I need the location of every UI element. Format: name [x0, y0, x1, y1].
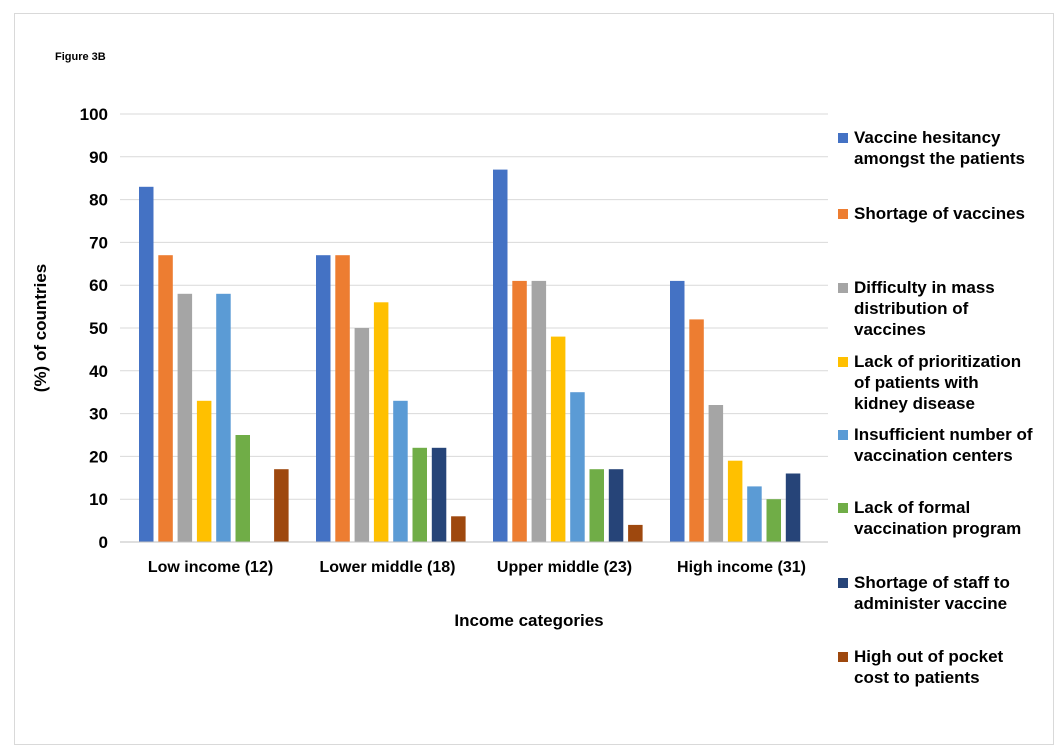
- bar: [451, 516, 466, 542]
- x-category-label: Low income (12): [148, 559, 273, 576]
- legend-swatch: [838, 357, 848, 367]
- y-tick-label: 70: [89, 233, 108, 252]
- bar: [689, 319, 704, 542]
- bar: [531, 280, 547, 542]
- bar: [235, 435, 250, 542]
- legend-label: High out of pocket cost to patients: [854, 647, 1004, 687]
- bar: [512, 280, 527, 542]
- x-category-label: Upper middle (23): [497, 559, 632, 576]
- bar: [727, 460, 743, 542]
- legend-swatch: [838, 209, 848, 219]
- bar: [216, 293, 231, 542]
- legend-swatch: [838, 430, 848, 440]
- gridlines: [120, 113, 828, 500]
- legend-label: Shortage of vaccines: [854, 204, 1026, 223]
- y-tick-label: 100: [80, 105, 108, 124]
- bar: [354, 328, 370, 542]
- y-tick-label: 10: [89, 490, 108, 509]
- y-tick-label: 0: [99, 533, 108, 552]
- y-tick-label: 20: [89, 447, 108, 466]
- chart-frame: [14, 13, 1054, 745]
- bar: [747, 486, 762, 542]
- bar: [570, 392, 585, 542]
- bar: [766, 499, 781, 542]
- axes: 0 10 20 30 40 50 60 70 80 90 100 Low income (12) Low…: [80, 105, 828, 576]
- bar: [177, 293, 193, 542]
- y-tick-label: 60: [89, 276, 108, 295]
- bar: [785, 473, 801, 542]
- legend-label: Difficulty in mass distribution of vacci…: [854, 278, 995, 339]
- legend-label: Insufficient number of vaccination cente…: [854, 425, 1033, 465]
- legend-label: Shortage of staff to administer vaccine: [854, 573, 1010, 613]
- bar: [158, 255, 173, 542]
- legend-swatch: [838, 133, 848, 143]
- bar: [431, 447, 447, 542]
- figure-label: Figure 3B: [55, 51, 106, 63]
- bar: [412, 447, 427, 542]
- y-tick-label: 80: [89, 191, 108, 210]
- y-tick-label: 90: [89, 148, 108, 167]
- y-tick-label: 30: [89, 405, 108, 424]
- bar: [316, 255, 331, 542]
- legend-swatch: [838, 503, 848, 513]
- legend-label: Lack of prioritization of patients with …: [854, 352, 1022, 413]
- bar: [274, 469, 289, 542]
- bar: [589, 469, 604, 542]
- bar: [708, 405, 724, 542]
- x-category-label: Lower middle (18): [319, 559, 455, 576]
- x-axis-title: Income categories: [454, 611, 603, 630]
- y-tick-label: 40: [89, 362, 108, 381]
- legend-label: Lack of formal vaccination program: [854, 498, 1022, 538]
- legend-swatch: [838, 652, 848, 662]
- bar: [550, 336, 566, 542]
- bar: [335, 255, 350, 542]
- x-category-label: High income (31): [677, 559, 806, 576]
- bar: [373, 302, 389, 542]
- y-axis-title: (%) of countries: [31, 264, 50, 392]
- bar: [628, 524, 643, 542]
- bar: [139, 186, 154, 543]
- bar: [196, 400, 212, 542]
- bar: [608, 469, 624, 542]
- bar: [670, 280, 685, 542]
- legend-swatch: [838, 283, 848, 293]
- legend-label: Vaccine hesitancy amongst the patients: [854, 128, 1025, 168]
- bar: [493, 169, 508, 542]
- y-tick-label: 50: [89, 319, 108, 338]
- bar: [393, 400, 408, 542]
- legend-swatch: [838, 578, 848, 588]
- bars: [139, 169, 801, 543]
